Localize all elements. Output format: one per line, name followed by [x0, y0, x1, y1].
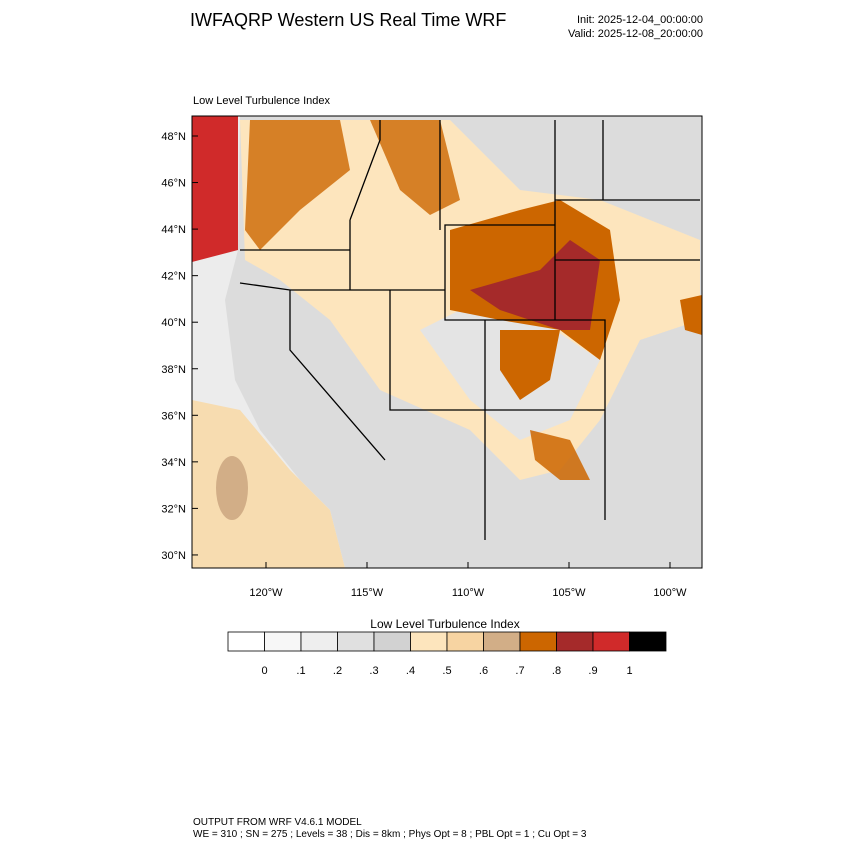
colorbar-label: 1 [626, 665, 632, 677]
colorbar-label: .8 [552, 665, 561, 677]
lon-label: 115°W [351, 587, 384, 599]
valid-time: Valid: 2025-12-08_20:00:00 [568, 28, 703, 40]
colorbar-box [556, 631, 594, 652]
footer-line: WE = 310 ; SN = 275 ; Levels = 38 ; Dis … [193, 829, 587, 840]
wyoming-core [470, 240, 600, 330]
colorbar-label: 0 [261, 665, 267, 677]
lat-label: 38°N [161, 364, 186, 376]
colorbar-label: .9 [588, 665, 597, 677]
lat-label: 48°N [161, 131, 186, 143]
lat-label: 42°N [161, 271, 186, 283]
colorbar-box [629, 631, 667, 652]
colorbar-box [300, 631, 338, 652]
east-band [680, 295, 702, 335]
colorbar-title: Low Level Turbulence Index [370, 617, 519, 631]
lon-label: 120°W [249, 587, 283, 599]
lon-label: 105°W [552, 587, 586, 599]
nm-band [530, 430, 590, 480]
colorbar-box [227, 631, 265, 652]
colorbar-box [337, 631, 375, 652]
colorbar-label: .2 [333, 665, 342, 677]
figure-title: IWFAQRP Western US Real Time WRF [190, 10, 506, 30]
coast-red [192, 116, 238, 262]
colorbar-box [592, 631, 630, 652]
colorbar-box [483, 631, 521, 652]
colorbar-box [519, 631, 557, 652]
cascades [245, 120, 350, 250]
colorado-band [500, 330, 560, 400]
lat-label: 46°N [161, 178, 186, 190]
state-borders [239, 120, 700, 540]
colorbar-label: .4 [406, 665, 415, 677]
colorbar-label: .7 [515, 665, 524, 677]
ocean-tan [216, 456, 248, 520]
lat-label: 44°N [161, 224, 186, 236]
map-title: Low Level Turbulence Index [193, 95, 330, 107]
colorbar-box [373, 631, 411, 652]
lat-label: 40°N [161, 317, 186, 329]
colorbar-box [410, 631, 448, 652]
ocean-peach [192, 400, 345, 568]
map [191, 115, 703, 569]
colorbar-box [264, 631, 302, 652]
colorbar-label: .1 [296, 665, 305, 677]
footer-line: OUTPUT FROM WRF V4.6.1 MODEL [193, 817, 362, 828]
lat-label: 32°N [161, 503, 186, 515]
lat-label: 30°N [161, 550, 186, 562]
lon-label: 100°W [653, 587, 687, 599]
colorbar-box [446, 631, 484, 652]
map-frame [191, 115, 703, 569]
lat-label: 36°N [161, 410, 186, 422]
colorbar-label: .5 [442, 665, 451, 677]
lon-label: 110°W [452, 587, 485, 599]
northern-rockies [370, 120, 460, 215]
colorbar-label: .6 [479, 665, 488, 677]
colorbar-label: .3 [369, 665, 378, 677]
init-time: Init: 2025-12-04_00:00:00 [577, 14, 703, 26]
lat-label: 34°N [161, 457, 186, 469]
